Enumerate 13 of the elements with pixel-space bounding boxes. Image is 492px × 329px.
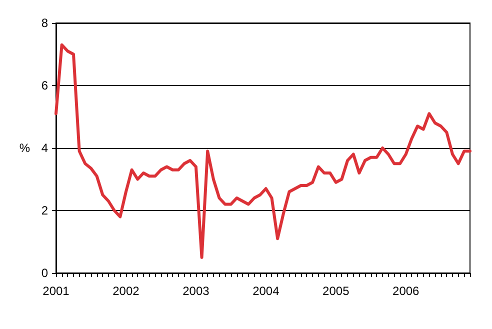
x-tick-label: 2001 — [42, 284, 70, 298]
y-tick-label: 2 — [41, 204, 48, 218]
y-tick-label: 0 — [41, 266, 48, 280]
y-tick-label: 8 — [41, 16, 48, 30]
x-tick-label: 2005 — [322, 284, 350, 298]
x-tick-label: 2004 — [252, 284, 280, 298]
y-axis-title: % — [19, 141, 30, 155]
y-tick-label: 6 — [41, 78, 48, 92]
y-tick-label: 4 — [41, 141, 48, 155]
x-tick-label: 2002 — [112, 284, 140, 298]
line-series — [54, 43, 472, 259]
x-tick-label: 2006 — [392, 284, 420, 298]
x-tick-label: 2003 — [182, 284, 210, 298]
